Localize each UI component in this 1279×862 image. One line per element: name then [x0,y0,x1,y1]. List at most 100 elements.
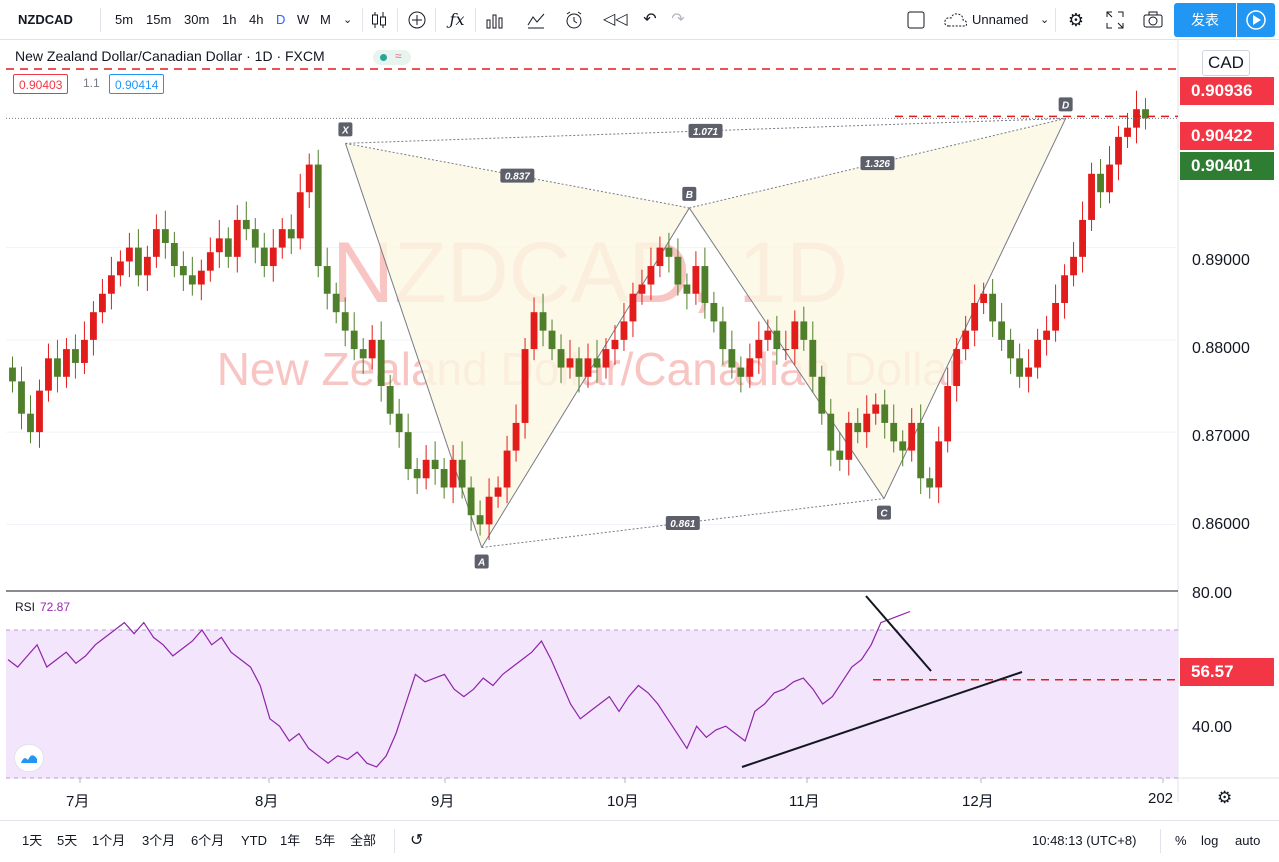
candle-body [1052,302,1059,331]
ask-price-box[interactable]: 0.90414 [109,74,165,94]
snapshot-camera-icon[interactable] [1142,9,1164,31]
layout-name[interactable]: Unnamed [972,12,1029,27]
ratio-label-ac-bg [665,516,700,531]
candle-body [63,349,70,377]
axis-settings-gear-icon[interactable]: ⚙ [1217,788,1233,807]
compare-add-icon[interactable] [406,9,428,31]
candle-body [647,266,655,285]
candle-body [1025,367,1033,377]
chart-canvas[interactable]: NZDCAD, 1DNew Zealand Dollar/Canadian Do… [0,40,1279,820]
candle-body [134,247,142,276]
range-all[interactable]: 全部 [350,833,377,848]
candle-body [18,381,25,414]
indicators-fx-icon[interactable]: ƒx [449,10,465,29]
candles-chart-type-icon[interactable] [368,9,390,31]
play-button[interactable] [1237,3,1275,37]
market-status-badge[interactable]: ≈ [373,49,411,65]
clock-timezone[interactable]: 10:48:13 (UTC+8) [1032,833,1137,848]
interval-d[interactable]: D [276,12,286,27]
candle-body [476,515,484,525]
rsi-trendline-down [865,595,932,672]
fullscreen-expand-icon[interactable] [1104,9,1126,31]
candle-body [449,459,457,488]
replay-rewind-icon[interactable]: ◁◁ [603,11,628,28]
bid-price-box[interactable]: 0.90403 [13,74,69,94]
candle-body [503,450,511,488]
candle-body [674,256,682,285]
candle-body [935,441,943,488]
goto-date-icon[interactable]: ↺ [410,832,424,849]
time-axis-label: 8月 [255,793,279,810]
candle-body [287,229,295,239]
candle-body [1016,358,1024,377]
financials-bars-icon[interactable] [484,9,506,31]
candle-body [224,238,232,257]
redo-icon[interactable]: ↷ [671,11,685,28]
interval-4h[interactable]: 4h [249,12,264,27]
tradingview-logo-icon[interactable] [14,744,44,772]
undo-icon[interactable]: ↶ [643,11,657,28]
candle-body [1097,173,1104,193]
symbol-search[interactable]: NZDCAD [18,12,73,27]
candle-body [99,293,106,313]
range-1d[interactable]: 1天 [22,833,43,848]
candle-body [512,422,520,451]
candle-body [116,261,124,276]
candle-body [494,487,502,497]
interval-5m[interactable]: 5m [115,12,134,27]
candle-body [827,413,835,451]
templates-icon[interactable] [525,9,547,31]
price-axis-label: 0.89000 [1192,252,1250,269]
interval-m[interactable]: M [320,12,331,27]
interval-1h[interactable]: 1h [222,12,237,27]
candle-body [152,229,160,257]
range-3m[interactable]: 3个月 [142,833,176,848]
percent-toggle[interactable]: % [1175,833,1187,848]
log-toggle[interactable]: log [1201,833,1219,848]
candle-body [602,349,610,368]
alert-clock-icon[interactable] [563,9,585,31]
ratio-label-xb-bg [500,168,535,183]
cloud-save-icon[interactable] [943,9,969,31]
publish-button[interactable]: 发表 [1174,3,1236,37]
chart-area[interactable]: NZDCAD, 1DNew Zealand Dollar/Canadian Do… [0,40,1279,820]
candle-body [863,413,871,433]
divider [397,8,398,32]
range-ytd[interactable]: YTD [241,833,267,848]
candle-body [269,247,277,267]
currency-label[interactable]: CAD [1202,50,1250,76]
spread-value: 1.1 [83,76,100,90]
candle-body [521,349,529,423]
range-5y[interactable]: 5年 [315,833,336,848]
layout-chevron-down-icon[interactable]: ⌄ [1040,14,1050,26]
candle-body [908,422,916,451]
candle-body [899,441,907,451]
candle-body [755,339,763,359]
candle-body [36,390,43,433]
candle-body [54,358,61,377]
candle-body [314,164,322,267]
candle-body [422,459,430,479]
auto-toggle[interactable]: auto [1235,833,1261,848]
interval-w[interactable]: W [297,12,310,27]
interval-30m[interactable]: 30m [184,12,210,27]
range-1m[interactable]: 1个月 [92,833,126,848]
candle-body [323,266,331,294]
range-6m[interactable]: 6个月 [191,833,225,848]
candle-body [90,312,97,340]
divider [100,8,101,32]
candle-body [575,358,583,377]
cloud-svg [944,13,968,27]
settings-gear-icon[interactable]: ⚙ [1067,10,1085,30]
fullscreen-square-icon[interactable] [905,9,927,31]
divider [475,8,476,32]
time-axis-label: 11月 [789,793,820,810]
candle-body [1142,109,1149,119]
range-1y[interactable]: 1年 [280,833,301,848]
interval-15m[interactable]: 15m [146,12,172,27]
interval-dropdown-chevron-icon[interactable]: ⌄ [343,14,353,26]
candle-body [611,339,619,350]
range-5d[interactable]: 5天 [57,833,78,848]
price-axis-label: 0.86000 [1192,516,1250,533]
candle-body [467,487,475,516]
